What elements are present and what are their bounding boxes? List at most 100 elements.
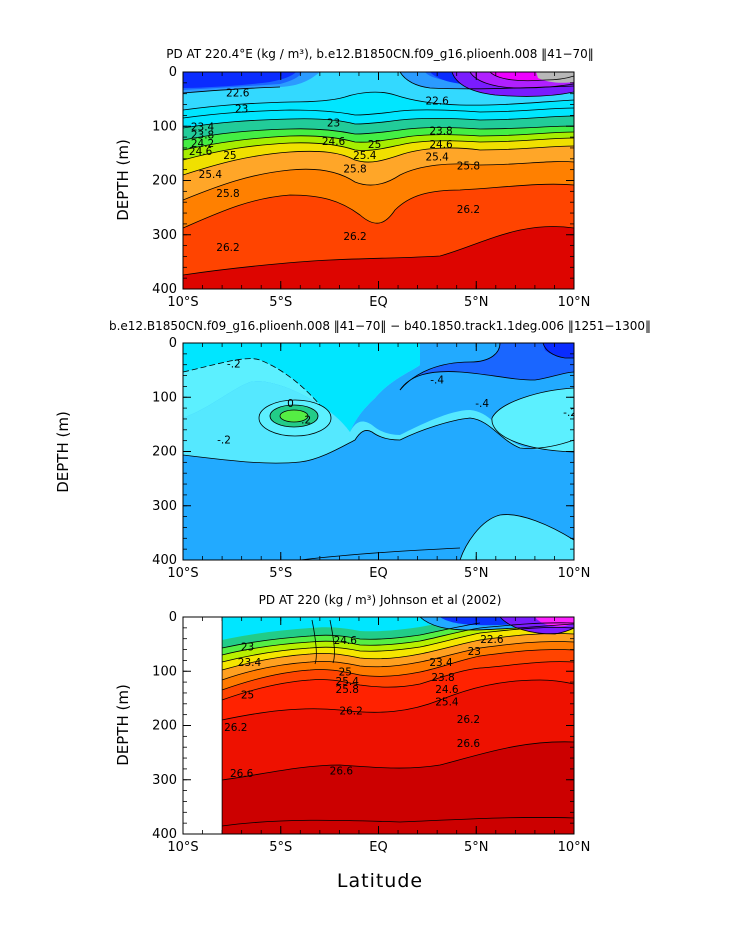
y-tick-label: 300	[152, 228, 177, 243]
contour-label: 25.8	[216, 188, 239, 200]
contour-label: 25.4	[336, 676, 360, 688]
contour-label: -.2	[227, 358, 241, 370]
contour-label: 23.4	[429, 657, 453, 669]
panel-2-ylabel: DEPTH (m)	[54, 411, 72, 493]
x-tick-label: 10°S	[167, 295, 198, 310]
x-tick-label: 5°S	[269, 840, 292, 855]
x-tick-label: 5°N	[464, 840, 489, 855]
contour-label: -.4	[475, 398, 489, 410]
contour-label: 26.2	[339, 706, 362, 718]
panel-1-axes: 10°S 5°S EQ 5°N 10°N 0 100 200 300 400	[152, 65, 590, 310]
panel-2: b.e12.B1850CN.f09_g16.plioenh.008 ‖41−70…	[54, 319, 651, 581]
contour-label: 23.4	[238, 657, 262, 669]
contour-label: 25	[223, 150, 236, 162]
contour-label: 23	[235, 104, 248, 116]
contour-label: 25.8	[336, 684, 359, 696]
y-tick-label: 200	[152, 719, 177, 734]
fill-mid-blue-patch	[400, 343, 574, 390]
contour-label: 25.4	[353, 150, 377, 162]
fill-pink-magenta	[535, 617, 574, 627]
panel-1-title: PD AT 220.4°E (kg / m³), b.e12.B1850CN.f…	[166, 47, 594, 61]
contour-label: 23	[327, 117, 340, 129]
y-tick-label: 100	[152, 390, 177, 405]
contour-label: 24.6	[435, 684, 459, 696]
fill-blue	[183, 72, 505, 88]
contour-label: 25.8	[343, 163, 366, 175]
fill-blue-corner	[543, 343, 574, 358]
contour-label: 23.8	[429, 125, 452, 137]
contour-label: 25	[339, 667, 352, 679]
contour-label: 23	[241, 642, 254, 654]
y-tick-label: 400	[152, 553, 177, 568]
contour-label: 26.2	[343, 231, 366, 243]
panel-3-axes: 10°S 5°S EQ 5°N 10°N 0 100 200 300 400	[152, 610, 590, 855]
contour-label: 22.6	[425, 96, 449, 108]
contour-label: 26.2	[216, 242, 239, 254]
contour-label: 24.6	[189, 146, 213, 158]
y-tick-label: 400	[152, 282, 177, 297]
y-tick-label: 0	[169, 336, 177, 351]
y-tick-label: 300	[152, 773, 177, 788]
y-tick-label: 100	[152, 664, 177, 679]
contour-label: 25	[241, 689, 254, 701]
contour-label: 26.2	[457, 714, 480, 726]
y-tick-label: 400	[152, 827, 177, 842]
panel-1-ylabel: DEPTH (m)	[114, 139, 132, 221]
x-tick-label: 10°N	[558, 840, 591, 855]
contour-label: 25.4	[435, 696, 459, 708]
fill-cyan-top	[183, 343, 420, 432]
panel-3: PD AT 220 (kg / m³) Johnson et al (2002)	[114, 593, 590, 855]
contour-label: 26.6	[230, 768, 254, 780]
panel-1: PD AT 220.4°E (kg / m³), b.e12.B1850CN.f…	[114, 47, 594, 310]
x-tick-label: 5°S	[269, 566, 292, 581]
panel-1-contour-lines	[183, 72, 574, 276]
contour-label: 23.8	[431, 672, 454, 684]
contour-label: 0	[287, 398, 294, 410]
contour-label: 23.4	[191, 122, 215, 134]
contour-label: -.2	[563, 407, 577, 419]
y-tick-label: 200	[152, 174, 177, 189]
contour-label: .2	[301, 414, 311, 426]
x-tick-label: 10°N	[558, 566, 591, 581]
contour-label: 25.4	[425, 151, 449, 163]
panel-3-ylabel: DEPTH (m)	[114, 684, 132, 766]
fill-cyan	[222, 617, 480, 640]
contour-label: -.2	[217, 434, 231, 446]
panel-2-contour-labels: -.2 0 .2 -.2 -.4 -.4 -.2	[217, 358, 577, 446]
y-tick-label: 100	[152, 119, 177, 134]
contour-label: 26.6	[330, 765, 354, 777]
x-tick-label: EQ	[369, 840, 387, 855]
x-tick-label: EQ	[369, 295, 387, 310]
x-tick-label: 10°N	[558, 295, 591, 310]
fill-cyan-right-blob	[491, 388, 574, 452]
contour-label: 23	[468, 646, 481, 658]
contour-label: 24.6	[334, 635, 358, 647]
contour-label: 26.2	[457, 204, 480, 216]
fill-anomaly-core	[279, 409, 309, 423]
panel-2-axes: 10°S 5°S EQ 5°N 10°N 0 100 200 300 400	[152, 336, 590, 581]
y-tick-label: 200	[152, 445, 177, 460]
x-tick-label: 10°S	[167, 840, 198, 855]
contour-label: 22.6	[480, 634, 504, 646]
x-tick-label: 5°N	[464, 566, 489, 581]
y-tick-label: 0	[169, 610, 177, 625]
y-tick-label: 0	[169, 65, 177, 80]
contour-label: 24.6	[429, 139, 453, 151]
contour-label: 26.2	[224, 722, 247, 734]
contour-label: -.4	[430, 375, 444, 387]
panel-2-filled-contours: -.2 0 .2 -.2 -.4 -.4 -.2	[183, 343, 577, 560]
contour-label: 24.2	[191, 138, 214, 150]
panel-2-contour-lines	[183, 343, 574, 560]
contour-label: 26.6	[457, 738, 481, 750]
y-tick-label: 300	[152, 499, 177, 514]
x-tick-label: 5°S	[269, 295, 292, 310]
panel-3-title: PD AT 220 (kg / m³) Johnson et al (2002)	[259, 593, 502, 607]
x-tick-label: 5°N	[464, 295, 489, 310]
contour-label: 25	[368, 139, 381, 151]
contour-label: 24.6	[322, 136, 346, 148]
